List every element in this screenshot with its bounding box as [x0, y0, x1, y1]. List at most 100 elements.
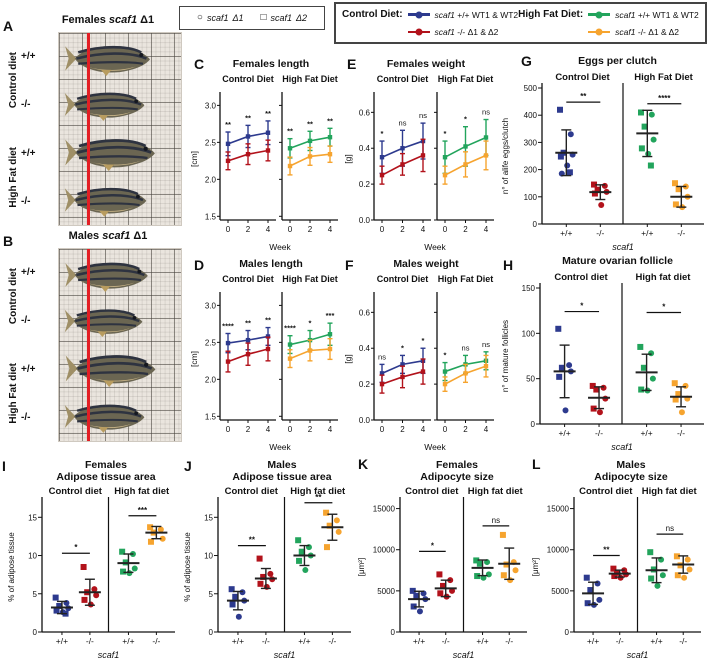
panel-letter-k: K	[358, 456, 369, 472]
photo-panel-title: Males scaf1 Δ1	[68, 230, 148, 242]
svg-text:*: *	[464, 115, 467, 124]
svg-text:15000: 15000	[547, 505, 570, 514]
line-marker-icon	[588, 30, 611, 34]
svg-text:4: 4	[266, 225, 271, 234]
svg-text:*: *	[422, 336, 425, 345]
svg-text:4: 4	[421, 225, 426, 234]
panel-letter-j: J	[184, 458, 192, 474]
svg-text:Adipocyte size: Adipocyte size	[594, 471, 668, 483]
photo-panel-title: Females scaf1 Δ1	[61, 14, 155, 26]
svg-text:0: 0	[380, 425, 385, 434]
svg-text:-/-: -/-	[505, 636, 513, 646]
fish-image	[64, 403, 146, 433]
svg-text:4: 4	[328, 425, 333, 434]
svg-text:2: 2	[463, 225, 468, 234]
svg-text:200: 200	[524, 166, 538, 175]
svg-text:Adipose tissue area: Adipose tissue area	[232, 471, 331, 483]
svg-text:Males weight: Males weight	[393, 258, 459, 270]
svg-text:*: *	[309, 319, 312, 328]
svg-text:[μm²]: [μm²]	[357, 558, 366, 576]
svg-text:-/-: -/-	[86, 636, 94, 646]
line-marker-icon	[588, 13, 611, 16]
svg-text:0: 0	[209, 628, 214, 637]
svg-text:**: **	[245, 113, 251, 122]
svg-text:+/+: +/+	[413, 636, 425, 646]
svg-text:2: 2	[308, 425, 313, 434]
svg-text:ns: ns	[378, 352, 386, 361]
females-weight-chart: Females weight Control Diet 0.0 0.2 0.4 0.6 0 2…	[340, 54, 496, 257]
svg-text:0.6: 0.6	[359, 308, 371, 317]
ovarian-follicle-chart: Mature ovarian follicle 0 50 100 150 Control …	[498, 250, 709, 457]
svg-text:High fat diet: High fat diet	[290, 486, 346, 497]
svg-text:High fat diet: High fat diet	[114, 486, 170, 497]
svg-text:Control diet: Control diet	[49, 486, 103, 497]
males-length-chart: Males length Control Diet 1.5 2.0 2.5 3.0 0 2 4 *…	[186, 254, 340, 457]
fish-photo-grid	[58, 248, 182, 442]
svg-text:+/+: +/+	[650, 636, 662, 646]
svg-text:5000: 5000	[377, 587, 395, 596]
females-adipocyte-size-chart: Females Adipocyte size 0 5000 10000 15000 Cont…	[354, 456, 532, 662]
panel-letter-h: H	[503, 257, 514, 273]
svg-text:**: **	[287, 127, 293, 136]
svg-text:-/-: -/-	[677, 428, 685, 438]
svg-text:0: 0	[226, 425, 231, 434]
diet-label: High Fat diet	[8, 363, 19, 424]
fish-image	[64, 44, 152, 77]
svg-text:High Fat Diet: High Fat Diet	[438, 74, 494, 84]
svg-text:300: 300	[524, 138, 538, 147]
svg-text:Week: Week	[424, 242, 446, 252]
svg-text:15: 15	[204, 513, 213, 522]
svg-text:3.0: 3.0	[205, 101, 217, 110]
svg-text:4: 4	[328, 225, 333, 234]
svg-text:**: **	[265, 316, 271, 325]
diet-label: Control diet	[8, 268, 19, 325]
svg-text:+/+: +/+	[560, 228, 572, 238]
photo-row-labels: Control diet +/+ -/- High Fat diet +/+ -…	[8, 248, 58, 442]
legend-group-control: Control Diet: scaf1 +/+ WT1 & WT2 scaf1 …	[342, 7, 518, 39]
svg-text:0.6: 0.6	[359, 108, 371, 117]
svg-text:**: **	[249, 536, 256, 545]
svg-text:ns: ns	[482, 108, 490, 117]
legend-gene: scaf1	[206, 13, 229, 23]
svg-text:Adipocyte size: Adipocyte size	[420, 471, 494, 483]
svg-text:0.4: 0.4	[359, 144, 371, 153]
svg-text:**: **	[265, 109, 271, 118]
svg-text:0.0: 0.0	[359, 216, 371, 225]
panel-letter-g: G	[521, 53, 532, 69]
svg-text:+/+: +/+	[232, 636, 244, 646]
eggs-per-clutch-chart: Eggs per clutch 0 100 200 300 400 500 Control D…	[498, 50, 709, 257]
square-marker-icon: □	[260, 12, 267, 23]
svg-text:0: 0	[531, 420, 536, 429]
svg-text:Control Diet: Control Diet	[222, 74, 274, 84]
fish-image	[64, 137, 157, 171]
svg-text:[cm]: [cm]	[189, 351, 199, 367]
legend-group-title: Control Diet:	[342, 9, 403, 20]
svg-text:400: 400	[524, 111, 538, 120]
svg-text:0.0: 0.0	[359, 416, 371, 425]
circle-marker-icon: ○	[196, 12, 203, 23]
svg-text:n° of alife eggs/clutch: n° of alife eggs/clutch	[501, 118, 510, 194]
photo-row-labels: Control diet +/+ -/- High Fat diet +/+ -…	[8, 32, 58, 226]
svg-text:-/-: -/-	[677, 228, 685, 238]
line-marker-icon	[407, 30, 430, 34]
svg-text:scaf1: scaf1	[612, 242, 634, 252]
svg-text:*: *	[401, 343, 404, 352]
males-adipose-area-chart: Males Adipose tissue area 0 5 10 15 Control di…	[180, 456, 356, 662]
svg-text:High fat diet: High fat diet	[468, 486, 524, 497]
genotype-label: +/+	[21, 363, 36, 375]
svg-text:+/+: +/+	[641, 228, 653, 238]
genotype-label: +/+	[21, 50, 36, 62]
svg-text:+/+: +/+	[476, 636, 488, 646]
legend-item-delta1: ○ scaf1 Δ1	[196, 12, 244, 24]
svg-text:0: 0	[33, 628, 38, 637]
svg-text:4: 4	[266, 425, 271, 434]
svg-text:% of adipose tissue: % of adipose tissue	[183, 532, 192, 602]
svg-text:150: 150	[522, 284, 536, 293]
svg-text:Mature ovarian follicle: Mature ovarian follicle	[562, 255, 673, 267]
svg-text:[g]: [g]	[343, 354, 353, 363]
svg-text:1.5: 1.5	[205, 412, 217, 421]
svg-text:*: *	[662, 302, 666, 311]
svg-text:[cm]: [cm]	[189, 151, 199, 167]
svg-text:*: *	[74, 543, 78, 552]
